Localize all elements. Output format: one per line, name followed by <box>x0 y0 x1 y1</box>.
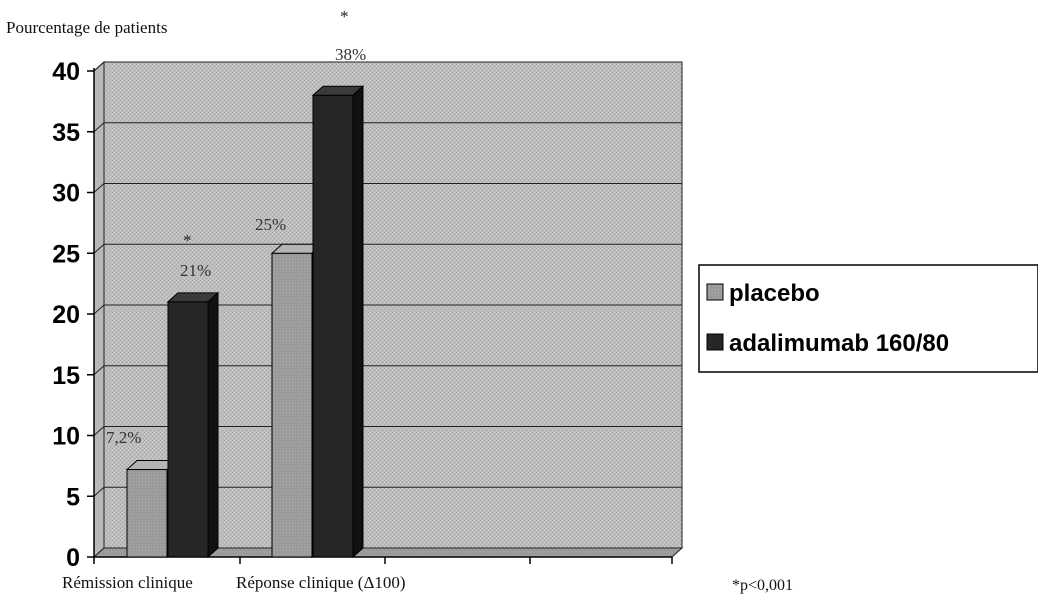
y-tick-label: 30 <box>52 180 80 208</box>
data-label: 7,2% <box>106 428 141 447</box>
bar-adalimumab-1 <box>311 85 365 559</box>
y-tick-label: 5 <box>66 483 80 511</box>
legend: placebo adalimumab 160/80 <box>698 264 1038 373</box>
y-tick-label: 20 <box>52 301 80 329</box>
y-tick-label: 0 <box>66 544 80 572</box>
legend-box <box>698 264 1038 373</box>
legend-swatch-placebo <box>706 283 724 301</box>
y-tick-label: 10 <box>52 423 80 451</box>
y-tick-label: 15 <box>52 362 80 390</box>
data-label: 25% <box>255 215 286 234</box>
gridline-side <box>93 304 105 315</box>
bars <box>125 85 365 559</box>
category-label-reponse: Réponse clinique (Δ100) <box>236 573 406 592</box>
y-axis-title: Pourcentage de patients <box>6 18 167 37</box>
category-label-remission: Rémission clinique <box>62 573 193 592</box>
data-labels: 7,2% 21% * 25% 38% * <box>106 7 366 447</box>
gridline-side <box>93 365 105 376</box>
y-tick-label: 40 <box>52 58 80 86</box>
significance-star: * <box>183 231 192 250</box>
legend-label-adalimumab: adalimumab 160/80 <box>729 330 949 357</box>
gridline-side <box>93 426 105 436</box>
bar-adalimumab-0 <box>166 291 220 559</box>
y-tick-labels: 0 5 10 15 20 25 30 35 40 <box>52 58 80 572</box>
gridline-side <box>93 486 105 497</box>
gridline-side <box>93 183 105 193</box>
significance-star: * <box>340 7 349 26</box>
gridline-side <box>93 122 105 133</box>
legend-swatch-adalimumab <box>706 333 724 351</box>
gridline-side <box>93 61 105 72</box>
gridline-side <box>93 243 105 254</box>
data-label: 21% <box>180 261 211 280</box>
y-tick-label: 25 <box>52 240 80 268</box>
legend-label-placebo: placebo <box>729 280 820 307</box>
data-label: 38% <box>335 45 366 64</box>
footnote: *p<0,001 <box>732 577 793 594</box>
y-tick-label: 35 <box>52 119 80 147</box>
